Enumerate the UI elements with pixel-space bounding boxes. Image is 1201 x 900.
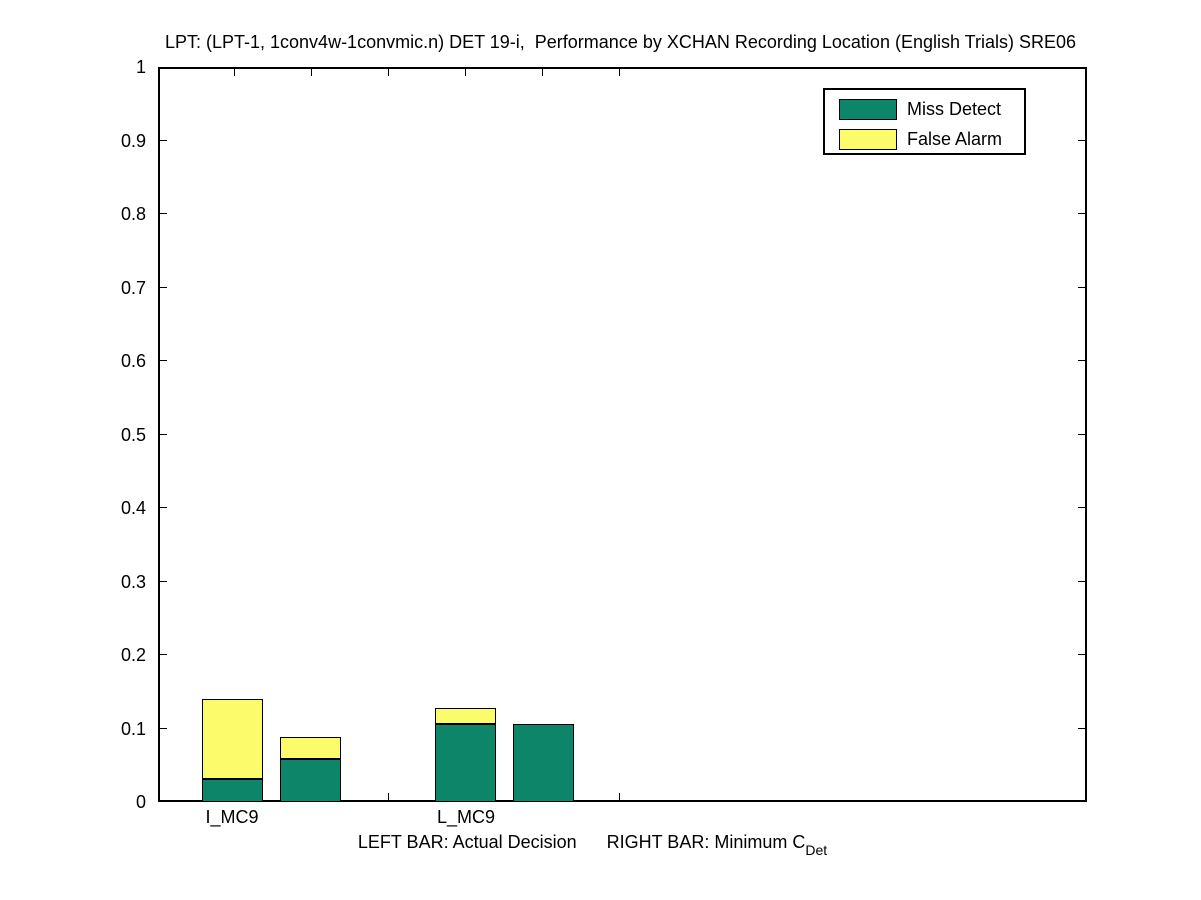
y-tick-left [158,728,167,729]
y-tick-left [158,213,167,214]
plot-area: Miss Detect False Alarm [158,67,1087,802]
y-tick-label: 0.8 [120,204,146,224]
x-group-label: I_MC9 [205,807,259,827]
y-tick-label: 0.4 [120,498,146,518]
y-tick-label: 0.5 [120,425,146,445]
y-tick-right [1078,287,1087,288]
y-tick-right [1078,213,1087,214]
y-tick-right [1078,728,1087,729]
y-tick-left [158,654,167,655]
y-tick-right [1078,360,1087,361]
x-tick-bottom [388,793,389,802]
bar-segment-miss-detect [280,759,341,802]
right-bar-note: RIGHT BAR: Minimum C [606,832,806,852]
bar-segment-false-alarm [280,737,341,759]
y-tick-left [158,434,167,435]
y-tick-label: 0.1 [120,719,146,739]
x-tick-top [542,67,543,76]
bar-segment-false-alarm [202,699,263,779]
y-tick-label: 0 [135,792,146,812]
left-bar-note: LEFT BAR: Actual Decision [357,832,577,852]
x-tick-bottom [619,793,620,802]
false-alarm-swatch [839,129,897,150]
x-tick-top [311,67,312,76]
y-tick-left [158,360,167,361]
y-tick-label: 0.3 [120,572,146,592]
legend-label-false-alarm: False Alarm [907,129,1003,149]
x-tick-top [388,67,389,76]
y-tick-left [158,507,167,508]
x-tick-top [465,67,466,76]
y-tick-right [1078,140,1087,141]
footer-annotation: LEFT BAR: Actual Decision RIGHT BAR: Mini… [0,832,1185,858]
y-tick-left [158,140,167,141]
bar-segment-miss-detect [202,779,263,802]
bar-segment-miss-detect [513,724,574,802]
chart-title: LPT: (LPT-1, 1conv4w-1convmic.n) DET 19-… [164,32,1077,52]
y-tick-left [158,581,167,582]
miss-detect-swatch [839,99,897,120]
right-bar-note-subscript: Det [805,842,828,858]
y-tick-label: 0.6 [120,351,146,371]
y-tick-left [158,287,167,288]
y-tick-right [1078,581,1087,582]
y-tick-right [1078,507,1087,508]
bar-segment-false-alarm [435,708,496,724]
x-tick-top [619,67,620,76]
y-tick-label: 1 [135,57,146,77]
x-tick-top [234,67,235,76]
y-tick-label: 0.7 [120,278,146,298]
bar-segment-miss-detect [435,724,496,802]
legend-label-miss-detect: Miss Detect [907,99,1002,119]
x-group-label: L_MC9 [436,807,496,827]
y-tick-right [1078,654,1087,655]
y-tick-label: 0.9 [120,131,146,151]
legend: Miss Detect False Alarm [823,88,1026,155]
y-tick-right [1078,434,1087,435]
y-tick-label: 0.2 [120,645,146,665]
